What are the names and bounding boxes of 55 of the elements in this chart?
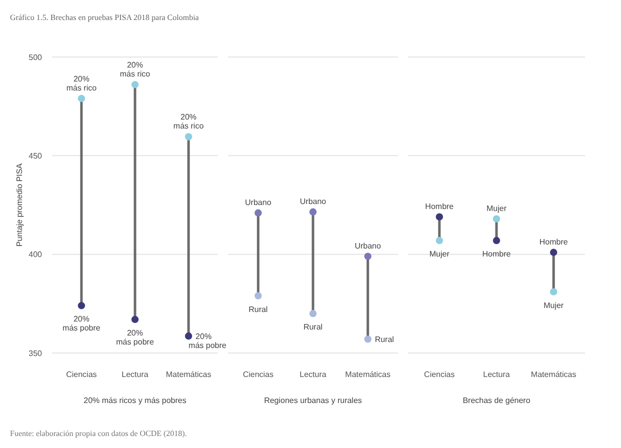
text: 20% más pobre [116, 328, 154, 346]
series-label: Hombre [539, 237, 568, 246]
y-tick-label: 450 [28, 151, 43, 160]
x-tick-label: Lectura [483, 370, 510, 379]
series-label: Rural [374, 335, 394, 344]
point [436, 236, 444, 244]
point [550, 288, 558, 296]
point [436, 213, 444, 220]
x-axis-title: 20% más ricos y más pobres [84, 396, 186, 405]
point [364, 252, 372, 260]
x-tick-label: Ciencias [242, 370, 274, 379]
point [492, 215, 500, 222]
point [309, 208, 317, 216]
text: Hombre [425, 202, 454, 211]
y-tick-label: 400 [28, 250, 43, 260]
text: Mujer [544, 300, 564, 310]
text: Rural [248, 304, 268, 314]
point [78, 94, 86, 102]
x-tick-label: Ciencias [66, 370, 97, 379]
x-axis-title: Brechas de género [462, 396, 531, 405]
y-tick-label: 350 [28, 348, 43, 358]
y-tick-label: 500 [28, 52, 43, 62]
text: 20% más rico [173, 112, 204, 131]
text: Mujer [429, 250, 450, 259]
point [254, 209, 262, 216]
source-note: Fuente: elaboración propia con datos de OCDE (2018). [10, 429, 187, 438]
point [78, 302, 86, 310]
series-label: 20% más rico [120, 60, 151, 79]
point [492, 236, 500, 244]
text: Rural [303, 322, 323, 332]
x-tick-label: Ciencias [424, 370, 455, 379]
chart-title: Gráfico 1.5. Brechas en pruebas PISA 2018 para Colombia [10, 13, 200, 22]
series-label: Urbano [245, 198, 272, 207]
x-tick-label: Lectura [300, 370, 327, 379]
y-axis-title: Puntaje promedio PISA [15, 162, 24, 247]
point [184, 332, 192, 340]
point [131, 81, 139, 88]
text: 20% más pobre [62, 314, 100, 333]
series-label: Mujer [486, 204, 507, 213]
point [254, 292, 262, 300]
point [309, 310, 317, 318]
series-label: 20% más pobre [188, 332, 227, 350]
point [550, 248, 558, 256]
point [131, 316, 139, 324]
text: Hombre [482, 250, 511, 259]
x-tick-label: Matemáticas [530, 370, 576, 379]
text: Urbano [354, 241, 381, 250]
x-tick-label: Matemáticas [166, 370, 212, 379]
x-axis-title: Regiones urbanas y rurales [264, 396, 362, 405]
point [184, 133, 192, 140]
x-tick-label: Lectura [122, 370, 149, 379]
x-tick-label: Matemáticas [345, 370, 391, 379]
point [364, 336, 372, 343]
text: 20% más rico [66, 74, 97, 92]
text: Urbano [300, 196, 326, 206]
